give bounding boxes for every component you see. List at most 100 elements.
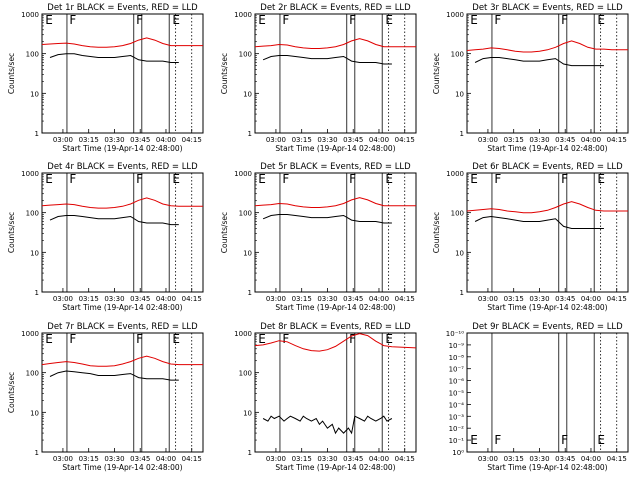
y-tick-label: 1 — [35, 289, 39, 297]
y-tick-label: 10 — [455, 90, 464, 98]
y-tick-label: 10⁻⁶ — [449, 378, 465, 386]
y-tick-label: 1 — [35, 130, 39, 138]
y-tick-label: 10⁻² — [449, 425, 465, 433]
annotation-label: F — [282, 332, 289, 346]
panel-8: Det 8r BLACK = Events, RED = LLD Start Ti… — [234, 322, 417, 472]
x-tick-label: 03:30 — [317, 295, 337, 303]
annotation-label: E — [45, 13, 53, 27]
annotation-label: F — [69, 13, 76, 27]
panel-title: Det 6r BLACK = Events, RED = LLD — [472, 162, 623, 172]
annotation-label: E — [385, 332, 393, 346]
events-series-line — [49, 53, 179, 63]
annotation-label: F — [561, 172, 568, 186]
x-tick-label: 03:45 — [343, 455, 363, 463]
y-axis-label: Counts/sec — [220, 212, 229, 253]
annotation-label: E — [45, 332, 53, 346]
lld-series-line — [41, 37, 203, 48]
y-tick-label: 10 — [243, 409, 252, 417]
y-tick-label: 10⁻⁸ — [449, 354, 465, 362]
y-tick-label: 10 — [30, 409, 39, 417]
x-tick-label: 04:00 — [369, 136, 389, 144]
x-axis-label: Start Time (19-Apr-14 02:48:00) — [487, 303, 607, 312]
x-tick-label: 03:45 — [555, 455, 575, 463]
y-tick-label: 10 — [243, 90, 252, 98]
annotation-label: E — [258, 332, 266, 346]
y-tick-label: 1000 — [21, 170, 39, 178]
annotation-label: F — [561, 433, 568, 447]
y-tick-label: 10⁻³ — [449, 413, 465, 421]
annotation-label: E — [385, 13, 393, 27]
events-series-line — [262, 214, 392, 224]
x-tick-label: 04:00 — [156, 136, 176, 144]
annotation-label: E — [172, 172, 180, 186]
y-tick-label: 10⁻⁵ — [449, 390, 465, 398]
panel-1: Det 1r BLACK = Events, RED = LLD Counts/s… — [7, 3, 204, 153]
y-axis-label: Counts/sec — [7, 53, 16, 94]
x-tick-label: 03:30 — [104, 295, 124, 303]
plot-frame — [254, 13, 417, 134]
panel-5: Det 5r BLACK = Events, RED = LLD Counts/s… — [220, 162, 417, 312]
x-tick-label: 04:00 — [156, 455, 176, 463]
y-tick-label: 1000 — [21, 330, 39, 338]
y-tick-label: 1000 — [21, 11, 39, 19]
annotation-label: E — [597, 433, 605, 447]
y-tick-label: 100 — [26, 51, 39, 59]
x-tick-label: 04:00 — [369, 295, 389, 303]
x-tick-label: 04:00 — [156, 295, 176, 303]
x-tick-label: 03:45 — [555, 136, 575, 144]
x-tick-label: 03:45 — [343, 136, 363, 144]
y-axis-label: Counts/sec — [432, 212, 441, 253]
x-tick-label: 04:00 — [581, 455, 601, 463]
y-tick-label: 1 — [248, 449, 252, 457]
x-axis-label: Start Time (19-Apr-14 02:48:00) — [62, 463, 182, 472]
annotation-label: E — [172, 13, 180, 27]
y-tick-label: 100 — [26, 210, 39, 218]
y-tick-label: 100 — [239, 210, 252, 218]
x-tick-label: 03:30 — [104, 136, 124, 144]
x-tick-label: 03:00 — [478, 295, 498, 303]
plot-frame — [41, 13, 204, 134]
x-tick-label: 03:00 — [266, 295, 286, 303]
annotation-label: E — [45, 172, 53, 186]
plot-frame — [41, 172, 204, 293]
x-tick-label: 04:15 — [395, 295, 415, 303]
x-tick-label: 03:45 — [555, 295, 575, 303]
x-tick-label: 04:15 — [182, 295, 202, 303]
panel-3: Det 3r BLACK = Events, RED = LLD Counts/s… — [432, 3, 629, 153]
x-tick-label: 04:15 — [607, 455, 627, 463]
y-tick-label: 10 — [455, 249, 464, 257]
annotation-label: E — [470, 433, 478, 447]
y-axis-label: Counts/sec — [7, 372, 16, 413]
panel-title: Det 7r BLACK = Events, RED = LLD — [47, 322, 198, 332]
annotation-label: F — [349, 332, 356, 346]
plot-frame — [466, 172, 629, 293]
annotation-label: F — [494, 433, 501, 447]
lld-series-line — [41, 355, 203, 367]
panel-title: Det 2r BLACK = Events, RED = LLD — [260, 3, 411, 13]
annotation-label: F — [494, 13, 501, 27]
y-tick-label: 100 — [451, 51, 464, 59]
x-tick-label: 03:15 — [504, 136, 524, 144]
x-axis-label: Start Time (19-Apr-14 02:48:00) — [275, 303, 395, 312]
panel-title: Det 8r BLACK = Events, RED = LLD — [260, 322, 411, 332]
y-tick-label: 10⁰ — [452, 449, 464, 457]
x-axis-label: Start Time (19-Apr-14 02:48:00) — [275, 144, 395, 153]
lld-series-line — [41, 197, 203, 209]
y-axis-label: Counts/sec — [220, 53, 229, 94]
x-tick-label: 03:30 — [529, 455, 549, 463]
x-tick-label: 04:00 — [581, 136, 601, 144]
y-tick-label: 1 — [35, 449, 39, 457]
x-axis-label: Start Time (19-Apr-14 02:48:00) — [62, 303, 182, 312]
y-axis-label: Counts/sec — [7, 212, 16, 253]
x-tick-label: 03:45 — [130, 455, 150, 463]
x-tick-label: 04:00 — [581, 295, 601, 303]
annotation-label: F — [282, 13, 289, 27]
panel-title: Det 1r BLACK = Events, RED = LLD — [47, 3, 198, 13]
annotation-label: E — [597, 172, 605, 186]
x-tick-label: 03:15 — [292, 136, 312, 144]
x-tick-label: 03:00 — [53, 455, 73, 463]
panel-9: Det 9r BLACK = Events, RED = LLD Start Ti… — [446, 322, 629, 472]
x-tick-label: 03:45 — [343, 295, 363, 303]
y-tick-label: 1000 — [234, 170, 252, 178]
